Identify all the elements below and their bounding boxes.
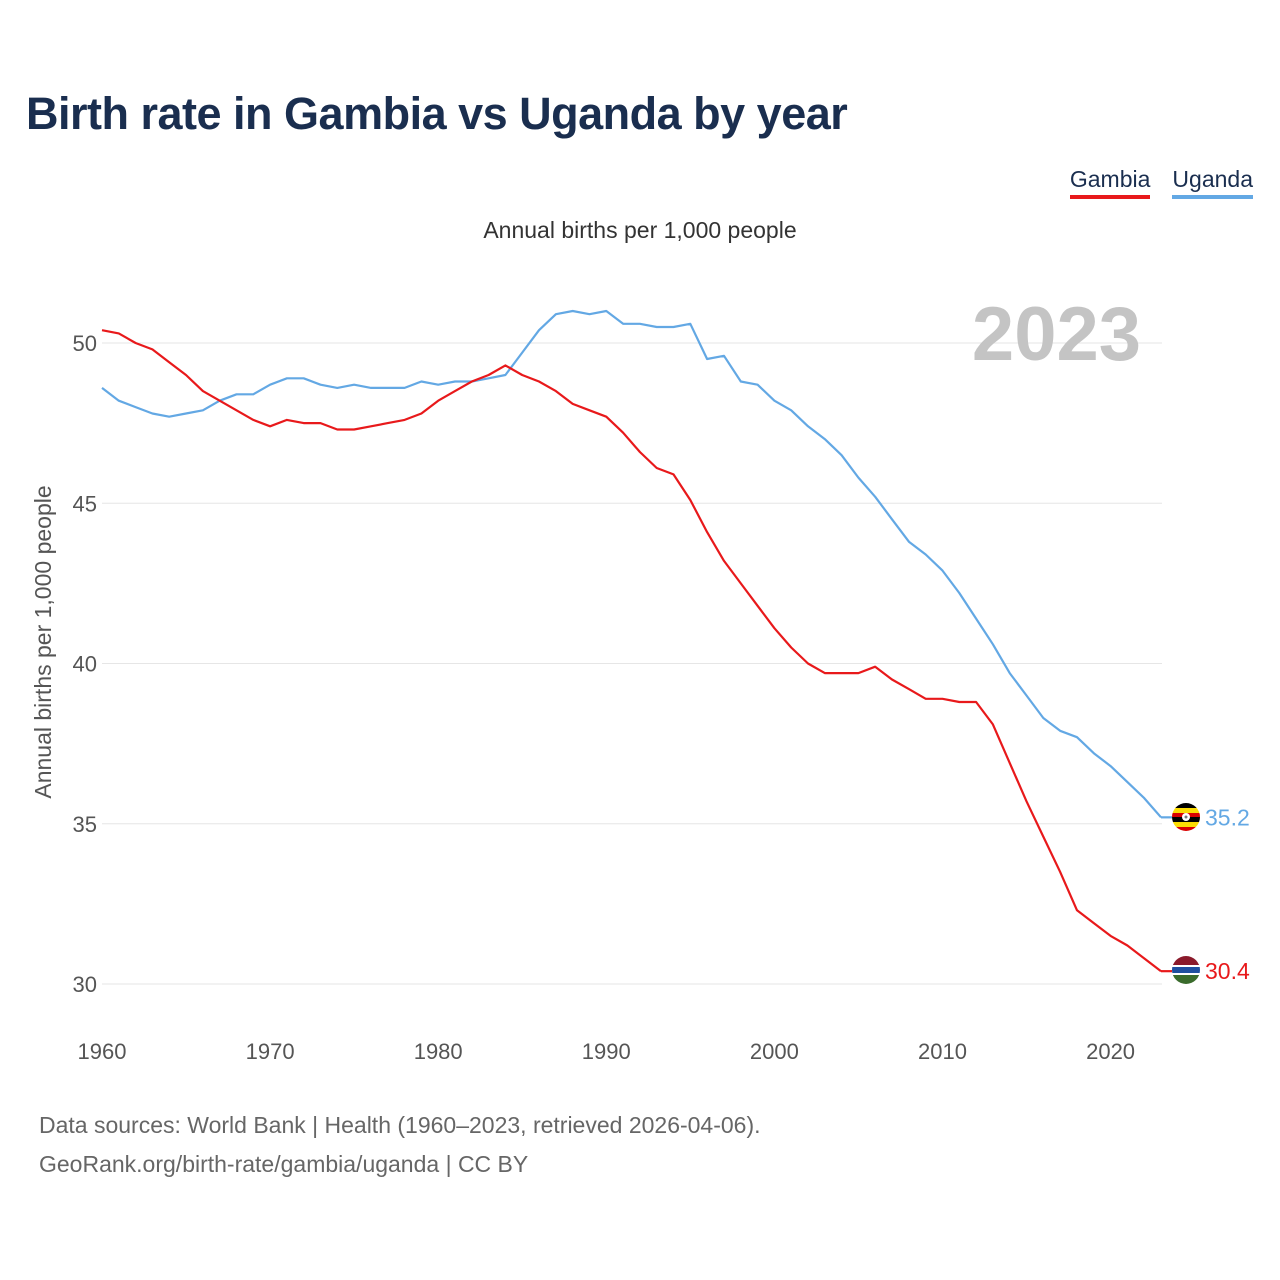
legend-item-uganda[interactable]: Uganda <box>1172 166 1253 199</box>
uganda-flag-icon <box>1172 803 1200 831</box>
y-tick-label: 50 <box>73 331 97 356</box>
y-tick-label: 35 <box>73 812 97 837</box>
x-tick-label: 1990 <box>582 1039 631 1064</box>
series-line-uganda[interactable] <box>101 309 1162 819</box>
y-tick-label: 40 <box>73 652 97 677</box>
end-flags <box>1172 803 1200 984</box>
gambia-flag-icon <box>1172 956 1200 984</box>
end-value-label-uganda: 35.2 <box>1205 804 1250 830</box>
x-tick-label: 2010 <box>918 1039 967 1064</box>
x-tick-label: 1970 <box>246 1039 295 1064</box>
x-tick-label: 2000 <box>750 1039 799 1064</box>
credit-link[interactable]: GeoRank.org/birth-rate/gambia/uganda | C… <box>39 1151 529 1177</box>
legend: Gambia Uganda <box>1069 166 1253 199</box>
x-tick-label: 1980 <box>414 1039 463 1064</box>
chart-title: Birth rate in Gambia vs Uganda by year <box>26 88 848 139</box>
legend-item-gambia[interactable]: Gambia <box>1069 166 1151 199</box>
x-axis-ticks: 1960 1970 1980 1990 2000 2010 2020 <box>78 1039 1136 1064</box>
footer: Data sources: World Bank | Health (1960–… <box>39 1106 761 1184</box>
grid-lines <box>102 342 1162 985</box>
y-axis-label: Annual births per 1,000 people <box>30 485 56 798</box>
series-line-gambia[interactable] <box>101 329 1162 973</box>
y-axis-ticks: 30 35 40 45 50 <box>73 331 97 997</box>
x-tick-label: 2020 <box>1086 1039 1135 1064</box>
x-tick-label: 1960 <box>78 1039 127 1064</box>
y-tick-label: 30 <box>73 972 97 997</box>
chart-subtitle: Annual births per 1,000 people <box>483 217 797 243</box>
y-tick-label: 45 <box>73 491 97 516</box>
end-value-label-gambia: 30.4 <box>1205 958 1250 984</box>
series-lines: 35.2 30.4 <box>101 309 1250 984</box>
year-watermark: 2023 <box>972 292 1141 377</box>
data-source: Data sources: World Bank | Health (1960–… <box>39 1112 761 1138</box>
